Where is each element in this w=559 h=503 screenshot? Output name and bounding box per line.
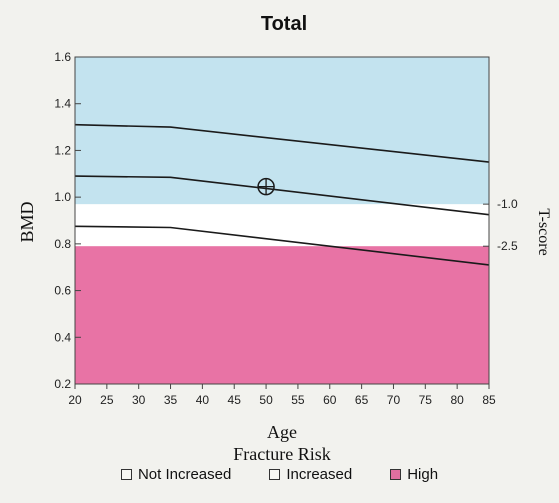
t-score-axis-label: T-score [535, 208, 552, 255]
x-tick-label-50: 50 [259, 393, 273, 407]
y-tick-label-1.2: 1.2 [54, 143, 71, 157]
y-axis: 0.2 0.4 0.6 0.8 1.0 1.2 1.4 1.6 [54, 50, 81, 391]
x-tick-label-75: 75 [419, 393, 433, 407]
y-axis-label: BMD [17, 201, 37, 242]
y-tick-label-0.8: 0.8 [54, 237, 71, 251]
legend-swatch-not-increased [120, 469, 132, 480]
legend-label-high: High [407, 466, 439, 483]
region-high [75, 246, 489, 384]
legend-label-not-increased: Not Increased [137, 466, 232, 483]
patient-marker-group [257, 177, 275, 196]
t-score-tick-label--1.0: -1.0 [497, 197, 518, 211]
t-score-tick-label--2.5: -2.5 [497, 239, 518, 253]
x-tick-label-20: 20 [68, 393, 82, 407]
x-tick-label-35: 35 [164, 393, 178, 407]
x-axis: 20 25 30 35 40 45 50 55 60 65 70 75 80 85 [68, 384, 496, 407]
region-not-increased [75, 57, 489, 205]
y-tick-label-1.4: 1.4 [54, 97, 71, 111]
plot-frame [74, 56, 490, 385]
x-tick-label-85: 85 [482, 393, 496, 407]
legend-swatch-high [390, 469, 402, 480]
x-tick-label-40: 40 [196, 393, 210, 407]
t-score-axis: -1.0 -2.5 [483, 197, 518, 253]
x-tick-label-45: 45 [228, 393, 242, 407]
y-tick-label-1.6: 1.6 [54, 50, 71, 64]
reference-curve-3 [74, 225, 490, 266]
y-tick-label-0.2: 0.2 [54, 377, 71, 391]
legend-swatch-increased [269, 469, 281, 480]
x-tick-label-25: 25 [100, 393, 114, 407]
y-tick-label-0.6: 0.6 [54, 284, 71, 298]
reference-curve-2 [74, 175, 490, 216]
legend-item-not-increased: Not Increased [120, 466, 232, 483]
y-tick-label-0.4: 0.4 [54, 330, 71, 344]
reference-curve-1 [74, 123, 490, 163]
x-tick-label-60: 60 [323, 393, 337, 407]
legend-item-increased: Increased [269, 466, 352, 483]
legend-label-increased: Increased [286, 466, 353, 483]
x-tick-label-70: 70 [387, 393, 401, 407]
chart-title: Total [261, 13, 307, 35]
risk-regions [75, 57, 489, 384]
x-tick-label-55: 55 [291, 393, 305, 407]
x-tick-label-30: 30 [132, 393, 146, 407]
x-tick-label-80: 80 [450, 393, 464, 407]
fracture-risk-label: Fracture Risk [233, 444, 330, 464]
x-tick-label-65: 65 [355, 393, 369, 407]
legend: Not Increased Increased High [0, 466, 559, 483]
legend-item-high: High [390, 466, 438, 483]
x-axis-label: Age [267, 422, 297, 442]
y-tick-label-1.0: 1.0 [54, 190, 71, 204]
reference-curves [74, 123, 490, 266]
